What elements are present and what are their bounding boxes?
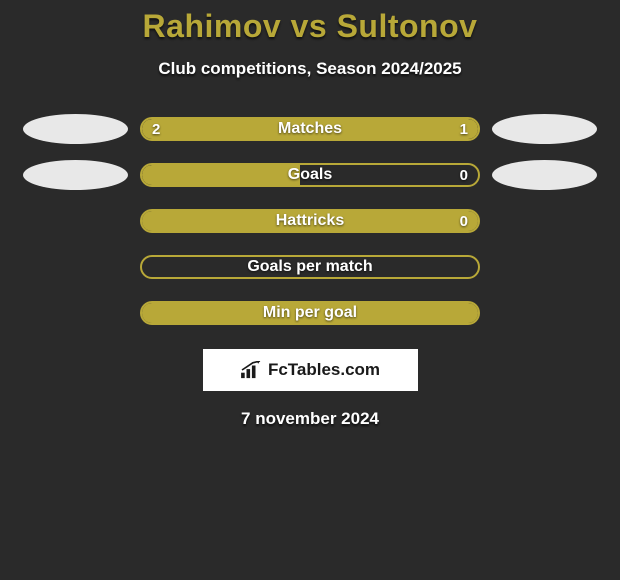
stat-label: Matches xyxy=(142,119,478,139)
player-left-marker xyxy=(23,160,128,190)
player-right-marker xyxy=(492,114,597,144)
stat-bar: Min per goal xyxy=(140,301,480,325)
stat-row: Min per goal xyxy=(0,301,620,325)
stat-row: 0Goals xyxy=(0,163,620,187)
stat-bar: Goals per match xyxy=(140,255,480,279)
stat-label: Goals xyxy=(142,165,478,185)
brand-text: FcTables.com xyxy=(268,360,380,380)
player-right-marker xyxy=(492,160,597,190)
player-left-marker xyxy=(23,114,128,144)
chart-icon xyxy=(240,361,262,379)
stat-row: 0Hattricks xyxy=(0,209,620,233)
stat-row: Goals per match xyxy=(0,255,620,279)
stat-bar: 21Matches xyxy=(140,117,480,141)
comparison-widget: Rahimov vs Sultonov Club competitions, S… xyxy=(0,0,620,429)
page-title: Rahimov vs Sultonov xyxy=(0,8,620,45)
stat-bar: 0Hattricks xyxy=(140,209,480,233)
stat-label: Hattricks xyxy=(142,211,478,231)
stat-label: Goals per match xyxy=(142,257,478,277)
stat-bar: 0Goals xyxy=(140,163,480,187)
stat-label: Min per goal xyxy=(142,303,478,323)
stat-rows: 21Matches 0Goals 0Hattricks Goals per match… xyxy=(0,117,620,325)
subtitle: Club competitions, Season 2024/2025 xyxy=(0,59,620,79)
brand-badge: FcTables.com xyxy=(203,349,418,391)
date-label: 7 november 2024 xyxy=(0,409,620,429)
stat-row: 21Matches xyxy=(0,117,620,141)
